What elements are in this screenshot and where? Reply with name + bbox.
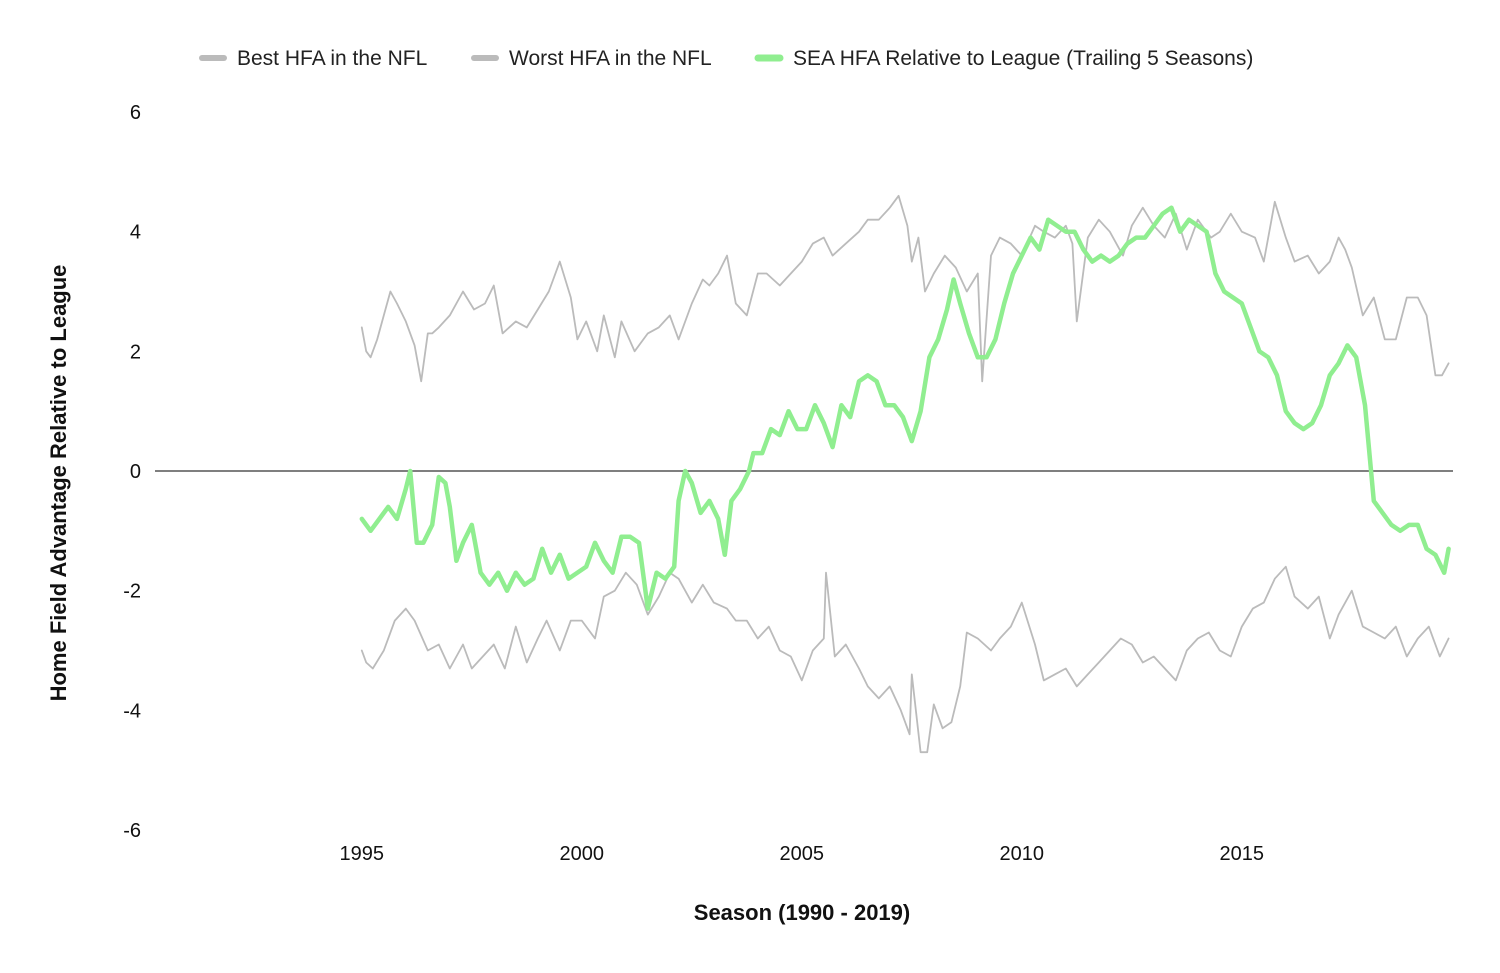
- legend-label: Best HFA in the NFL: [237, 47, 427, 70]
- legend-label: Worst HFA in the NFL: [509, 47, 712, 70]
- legend-item-1[interactable]: Best HFA in the NFL: [199, 47, 427, 70]
- y-axis-ticks: 6 4 2 0 -2 -4 -6: [123, 102, 141, 842]
- y-tick-label: 2: [130, 341, 141, 363]
- series-line-3: [359, 205, 1451, 611]
- series-layer: [359, 194, 1451, 754]
- y-tick-label: 0: [130, 461, 141, 483]
- y-tick-label: -6: [123, 820, 141, 842]
- x-tick-label: 1995: [340, 843, 385, 865]
- y-tick-label: -2: [123, 581, 141, 603]
- legend-label: SEA HFA Relative to League (Trailing 5 S…: [793, 47, 1253, 70]
- series-line-2: [360, 565, 1450, 754]
- legend-item-2[interactable]: Worst HFA in the NFL: [471, 47, 712, 70]
- series-line-1: [360, 194, 1450, 383]
- x-tick-label: 2015: [1220, 843, 1265, 865]
- x-tick-label: 2010: [1000, 843, 1045, 865]
- y-axis-title: Home Field Advantage Relative to League: [46, 265, 71, 702]
- x-axis-ticks: 1995 2000 2005 2010 2015: [340, 843, 1265, 865]
- legend-item-3[interactable]: SEA HFA Relative to League (Trailing 5 S…: [754, 47, 1253, 70]
- y-tick-label: 6: [130, 102, 141, 124]
- x-axis-title: Season (1990 - 2019): [694, 900, 910, 925]
- y-tick-label: -4: [123, 700, 141, 722]
- x-tick-label: 2005: [780, 843, 825, 865]
- legend: Best HFA in the NFL Worst HFA in the NFL S…: [199, 47, 1253, 70]
- x-tick-label: 2000: [560, 843, 605, 865]
- y-tick-label: 4: [130, 222, 141, 244]
